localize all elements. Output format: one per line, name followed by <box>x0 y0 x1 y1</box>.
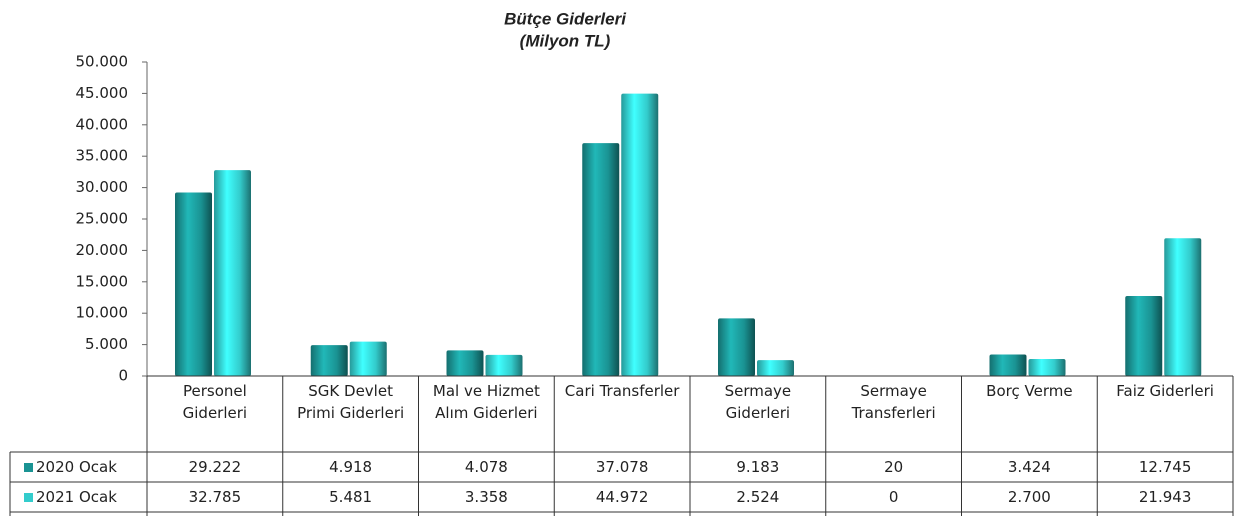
bar <box>446 350 484 376</box>
data-label: 9.183 <box>736 458 780 476</box>
bar <box>485 354 523 376</box>
bar <box>214 170 251 376</box>
bar <box>175 192 212 376</box>
bar <box>718 318 755 376</box>
x-tick-label: Personel Giderleri <box>182 382 248 422</box>
data-label: 4.078 <box>464 458 508 476</box>
legend-key <box>24 462 33 472</box>
data-label: 37.078 <box>595 458 649 476</box>
y-tick-label: 10.000 <box>76 304 129 322</box>
bar <box>757 360 794 376</box>
y-tick-label: 40.000 <box>76 115 129 133</box>
legend-label: 2020 Ocak <box>36 458 117 476</box>
data-label: 3.424 <box>1007 458 1051 476</box>
bar <box>1164 238 1202 376</box>
chart-title: Bütçe Giderleri <box>504 9 627 28</box>
bar <box>989 354 1027 376</box>
x-tick-label: Cari Transferler <box>564 382 680 400</box>
bar <box>349 341 387 376</box>
data-label: 5.481 <box>329 488 373 506</box>
data-label: 21.943 <box>1138 488 1192 506</box>
data-label: 44.972 <box>595 488 649 506</box>
x-tick-label: Borç Verme <box>986 382 1073 400</box>
legend-label: 2021 Ocak <box>36 488 117 506</box>
data-label: 20 <box>884 458 904 476</box>
x-tick-label: Sermaye Transferleri <box>851 382 936 422</box>
data-label: 2.700 <box>1007 488 1051 506</box>
x-tick-label: Mal ve Hizmet Alım Giderleri <box>432 382 540 422</box>
y-tick-label: 25.000 <box>76 210 129 228</box>
x-tick-label: Sermaye Giderleri <box>724 382 792 422</box>
legend-entry: 2021 Ocak <box>10 482 147 512</box>
chart-subtitle: (Milyon TL) <box>520 31 611 50</box>
data-label: 32.785 <box>188 488 242 506</box>
y-tick-label: 15.000 <box>76 272 129 290</box>
bar <box>1125 295 1163 376</box>
y-tick-label: 5.000 <box>85 335 128 353</box>
y-tick-label: 30.000 <box>76 178 129 196</box>
y-tick-label: 35.000 <box>76 147 129 165</box>
y-tick-label: 50.000 <box>76 53 129 71</box>
x-tick-label: Faiz Giderleri <box>1116 382 1214 400</box>
data-label: 2.524 <box>736 488 780 506</box>
data-label: 4.918 <box>329 458 373 476</box>
data-label: 3.358 <box>464 488 508 506</box>
data-label: 29.222 <box>188 458 242 476</box>
legend-key <box>24 492 33 502</box>
bar <box>621 93 659 376</box>
data-label: 0 <box>888 488 899 506</box>
bar <box>582 143 620 376</box>
data-label: 12.745 <box>1138 458 1192 476</box>
bar <box>1028 359 1066 376</box>
bar <box>310 345 348 376</box>
legend-entry: 2020 Ocak <box>10 452 147 482</box>
x-tick-label: SGK Devlet Primi Giderleri <box>297 382 405 422</box>
y-tick-label: 20.000 <box>76 241 129 259</box>
y-tick-label: 0 <box>118 367 128 385</box>
y-tick-label: 45.000 <box>76 84 129 102</box>
